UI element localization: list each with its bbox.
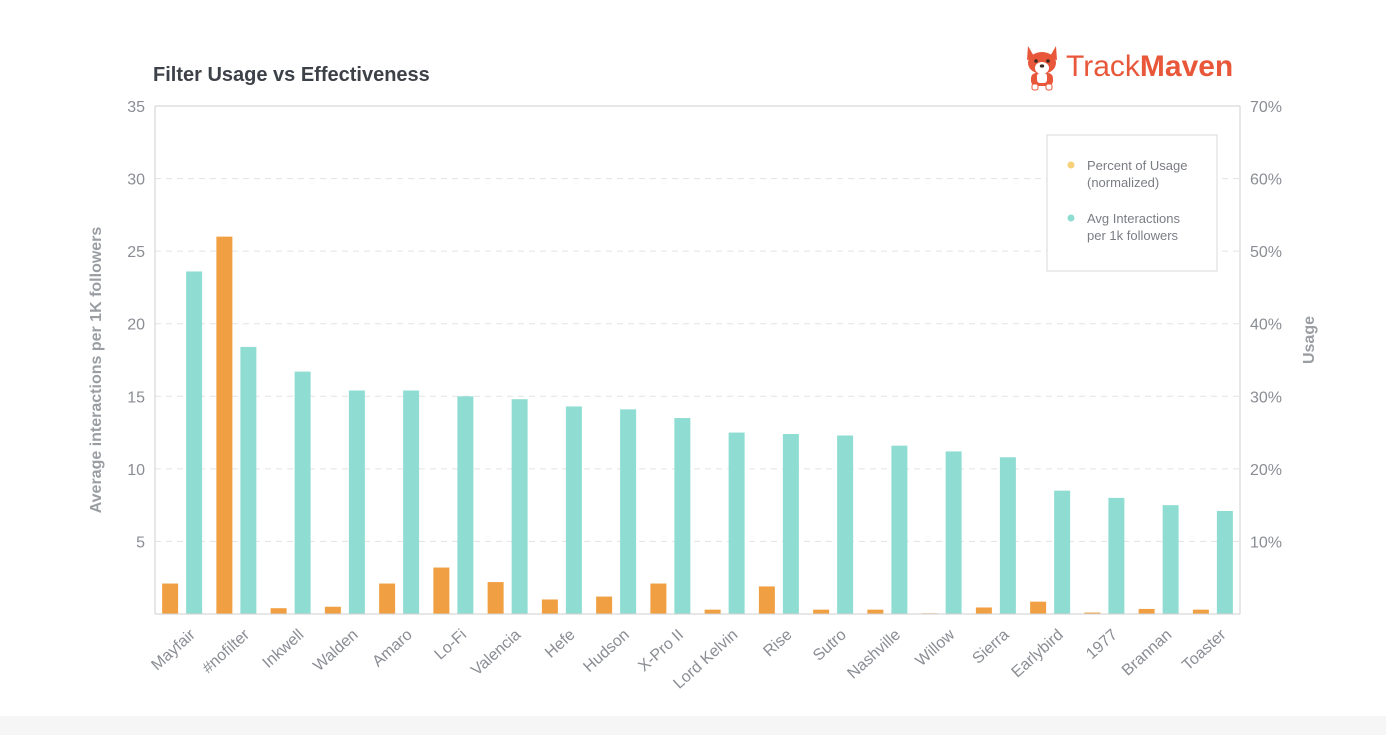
bar-interactions	[1216, 510, 1233, 614]
bar-usage	[1030, 601, 1047, 614]
y-tick-label: 20	[127, 317, 145, 334]
bar-interactions	[620, 409, 637, 614]
bar-usage	[433, 567, 450, 614]
y2-tick-label: 50%	[1250, 244, 1282, 261]
y-axis-title: Average interactions per 1K followers	[88, 227, 105, 514]
x-tick-label: Toaster	[1179, 626, 1230, 674]
x-tick-label: Amaro	[369, 626, 415, 670]
legend-swatch	[1067, 214, 1075, 222]
x-tick-label: 1977	[1083, 626, 1121, 663]
legend-swatch	[1067, 161, 1075, 169]
legend-label: Percent of Usage	[1087, 158, 1187, 173]
y2-tick-label: 70%	[1250, 99, 1282, 116]
bar-usage	[650, 583, 667, 614]
bar-interactions	[674, 418, 691, 614]
bar-usage	[270, 608, 287, 614]
bar-usage	[867, 609, 884, 614]
y-tick-label: 30	[127, 172, 145, 189]
x-tick-label: Lo-Fi	[432, 626, 470, 663]
x-tick-label: Sutro	[810, 626, 850, 664]
bar-usage	[487, 582, 504, 614]
bar-interactions	[728, 432, 745, 614]
bar-interactions	[348, 390, 365, 614]
bar-usage	[541, 599, 558, 614]
bar-usage	[1192, 609, 1209, 614]
y2-tick-label: 60%	[1250, 172, 1282, 189]
bar-usage	[1138, 608, 1155, 614]
bar-interactions	[1054, 490, 1071, 614]
bar-interactions	[891, 445, 908, 614]
x-tick-label: Walden	[310, 626, 361, 675]
x-tick-label: #nofilter	[199, 626, 253, 677]
bar-interactions	[565, 406, 582, 614]
axes	[154, 105, 1241, 615]
x-tick-label: X-Pro II	[635, 626, 687, 675]
brand-name-light: Track	[1066, 50, 1140, 83]
brand-name-bold: Maven	[1139, 50, 1234, 83]
y2-axis-title: Usage	[1301, 316, 1318, 364]
x-tick-label: Valencia	[468, 626, 524, 679]
y-tick-label: 25	[127, 244, 145, 261]
y-tick-label: 35	[127, 99, 145, 116]
y2-tick-label: 10%	[1250, 534, 1282, 551]
x-tick-label: Earlybird	[1009, 626, 1067, 681]
y-tick-label: 15	[127, 389, 145, 406]
trackmaven-logo: TrackMaven	[1022, 40, 1233, 94]
bar-usage	[813, 609, 830, 614]
x-tick-label: Willow	[913, 626, 959, 670]
bar-usage	[704, 609, 721, 614]
x-tick-label: Inkwell	[260, 626, 308, 671]
x-tick-label: Brannan	[1119, 626, 1175, 679]
legend: Percent of Usage (normalized) Avg Interact…	[1046, 134, 1218, 272]
x-tick-label: Nashville	[844, 626, 904, 682]
y-tick-label: 10	[127, 462, 145, 479]
x-tick-label: Sierra	[969, 626, 1012, 667]
y2-tick-label: 30%	[1250, 389, 1282, 406]
corgi-mascot-icon	[1027, 46, 1057, 91]
bar-usage	[379, 583, 396, 614]
legend-label: per 1k followers	[1087, 228, 1179, 243]
footer-strip	[0, 716, 1386, 735]
y2-tick-label: 20%	[1250, 462, 1282, 479]
x-tick-label: Rise	[760, 626, 795, 660]
bar-interactions	[403, 390, 420, 614]
x-tick-label: Mayfair	[148, 626, 199, 674]
bar-interactions	[1162, 505, 1179, 614]
bar-interactions	[511, 399, 528, 614]
bar-usage	[1084, 612, 1101, 614]
bar-interactions	[999, 457, 1016, 614]
bar-usage	[975, 607, 992, 614]
bar-interactions	[1108, 497, 1125, 614]
bar-usage	[324, 606, 341, 614]
bar-interactions	[837, 435, 854, 614]
bar-interactions	[240, 346, 257, 614]
brand-wordmark: TrackMaven	[1066, 50, 1233, 84]
bar-interactions	[945, 451, 962, 614]
x-tick-label: Hefe	[542, 626, 579, 661]
legend-label: (normalized)	[1087, 175, 1159, 190]
bar-usage	[162, 583, 179, 614]
bar-interactions	[782, 434, 799, 614]
chart-title: Filter Usage vs Effectiveness	[153, 64, 430, 86]
legend-label: Avg Interactions	[1087, 211, 1180, 226]
legend-box	[1046, 134, 1218, 272]
bar-interactions	[186, 271, 203, 614]
bar-usage	[758, 586, 775, 614]
y-tick-label: 5	[136, 534, 145, 551]
bars	[162, 236, 1233, 614]
bar-usage	[216, 236, 233, 614]
x-tick-label: Hudson	[580, 626, 632, 676]
y2-tick-label: 40%	[1250, 317, 1282, 334]
bar-interactions	[294, 371, 311, 614]
bar-interactions	[457, 396, 474, 614]
bar-usage	[596, 596, 613, 614]
